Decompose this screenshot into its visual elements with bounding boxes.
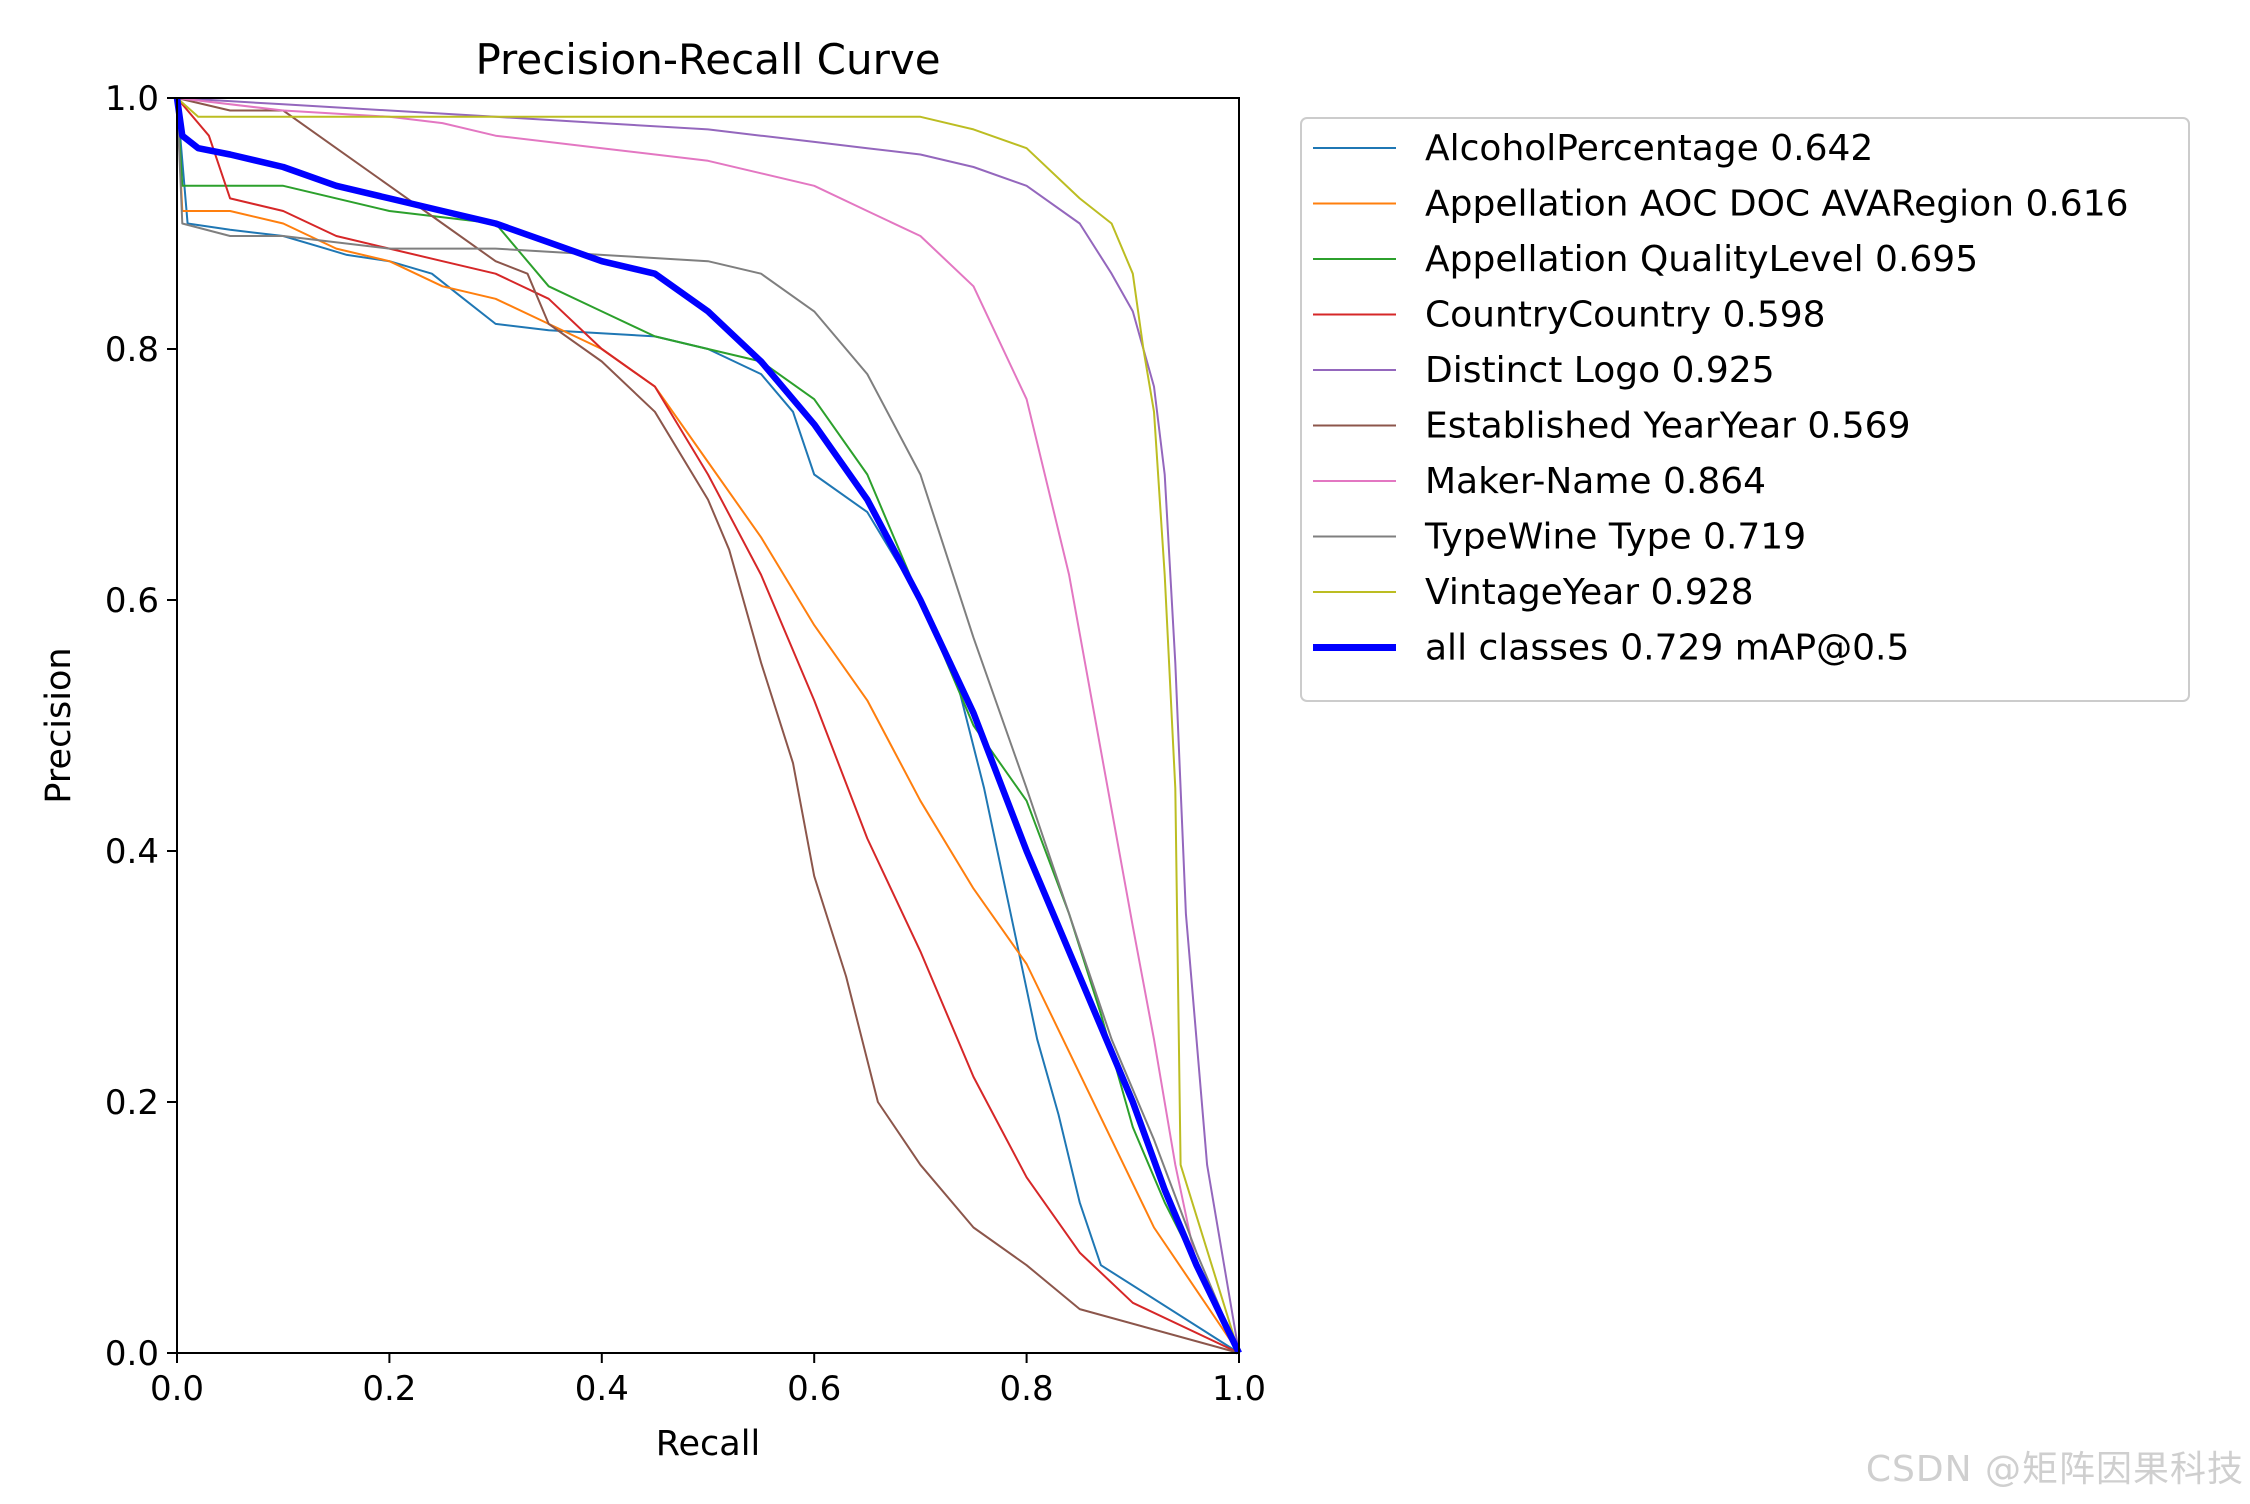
series-line-10 <box>173 97 1242 1355</box>
x-tick-label-3: 0.6 <box>787 1369 841 1409</box>
legend-label-2: Appellation AOC DOC AVARegion 0.616 <box>1425 184 2129 225</box>
legend-label-5: Distinct Logo 0.925 <box>1425 350 1775 391</box>
y-axis-label: Precision <box>39 647 79 803</box>
series-line-2 <box>176 97 1240 1354</box>
legend-label-1: AlcoholPercentage 0.642 <box>1425 128 1873 169</box>
legend-label-4: CountryCountry 0.598 <box>1425 295 1826 336</box>
legend-label-3: Appellation QualityLevel 0.695 <box>1425 239 1978 280</box>
x-tick-label-4: 0.8 <box>1000 1369 1054 1409</box>
y-tick-label-1: 0.2 <box>105 1083 159 1123</box>
series-line-7 <box>176 97 1240 1354</box>
watermark-text: CSDN @矩阵因果科技 <box>1865 1449 2244 1490</box>
series-line-9 <box>176 97 1240 1354</box>
series-line-5 <box>176 97 1240 1354</box>
axes-frame <box>176 97 1240 1354</box>
chart-title: Precision-Recall Curve <box>475 35 940 84</box>
legend-label-7: Maker-Name 0.864 <box>1425 461 1766 502</box>
x-tick-label-2: 0.4 <box>575 1369 629 1409</box>
legend-box <box>1300 117 2190 702</box>
x-axis-label: Recall <box>656 1424 760 1464</box>
y-tick-label-0: 0.0 <box>105 1334 159 1374</box>
y-tick-label-2: 0.4 <box>105 832 159 872</box>
legend-label-9: VintageYear 0.928 <box>1425 572 1754 613</box>
x-tick-label-5: 1.0 <box>1212 1369 1266 1409</box>
y-tick-label-3: 0.6 <box>105 581 159 621</box>
legend-label-6: Established YearYear 0.569 <box>1425 406 1911 447</box>
y-tick-label-4: 0.8 <box>105 330 159 370</box>
x-tick-label-0: 0.0 <box>150 1369 204 1409</box>
series-line-8 <box>176 97 1240 1354</box>
series-line-4 <box>176 97 1240 1354</box>
y-tick-label-5: 1.0 <box>105 79 159 119</box>
series-group <box>173 97 1242 1355</box>
series-line-6 <box>176 97 1240 1354</box>
x-tick-label-1: 0.2 <box>362 1369 416 1409</box>
legend-label-8: TypeWine Type 0.719 <box>1424 517 1806 558</box>
legend-label-10: all classes 0.729 mAP@0.5 <box>1425 628 1909 669</box>
plot-area <box>177 98 1239 1353</box>
